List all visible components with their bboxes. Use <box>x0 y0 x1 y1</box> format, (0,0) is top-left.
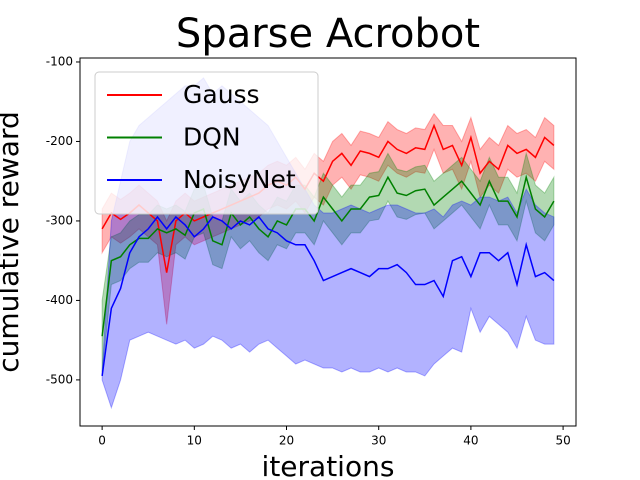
x-tick-label: 20 <box>279 434 294 448</box>
x-tick-label: 30 <box>371 434 386 448</box>
line <box>101 215 555 377</box>
x-tick-label: 50 <box>555 434 570 448</box>
y-tick-label: -200 <box>46 134 73 148</box>
x-tick-label: 0 <box>98 434 106 448</box>
plot-frame <box>79 57 577 427</box>
y-tick-label: -300 <box>46 213 73 227</box>
y-axis-label: cumulative reward <box>0 111 25 373</box>
chart-title: Sparse Acrobot <box>176 11 480 57</box>
x-axis-label: iterations <box>262 450 395 480</box>
legend-label: DQN <box>183 123 241 152</box>
legend-label: Gauss <box>183 80 260 109</box>
line <box>101 174 555 337</box>
legend-box <box>94 71 319 215</box>
x-tick-label: 40 <box>463 434 478 448</box>
y-tick-label: -400 <box>46 293 73 307</box>
x-tick-label: 10 <box>187 434 202 448</box>
y-tick-label: -100 <box>46 54 73 68</box>
legend-label: NoisyNet <box>183 165 296 194</box>
line <box>101 123 555 273</box>
y-tick-label: -500 <box>46 372 73 386</box>
